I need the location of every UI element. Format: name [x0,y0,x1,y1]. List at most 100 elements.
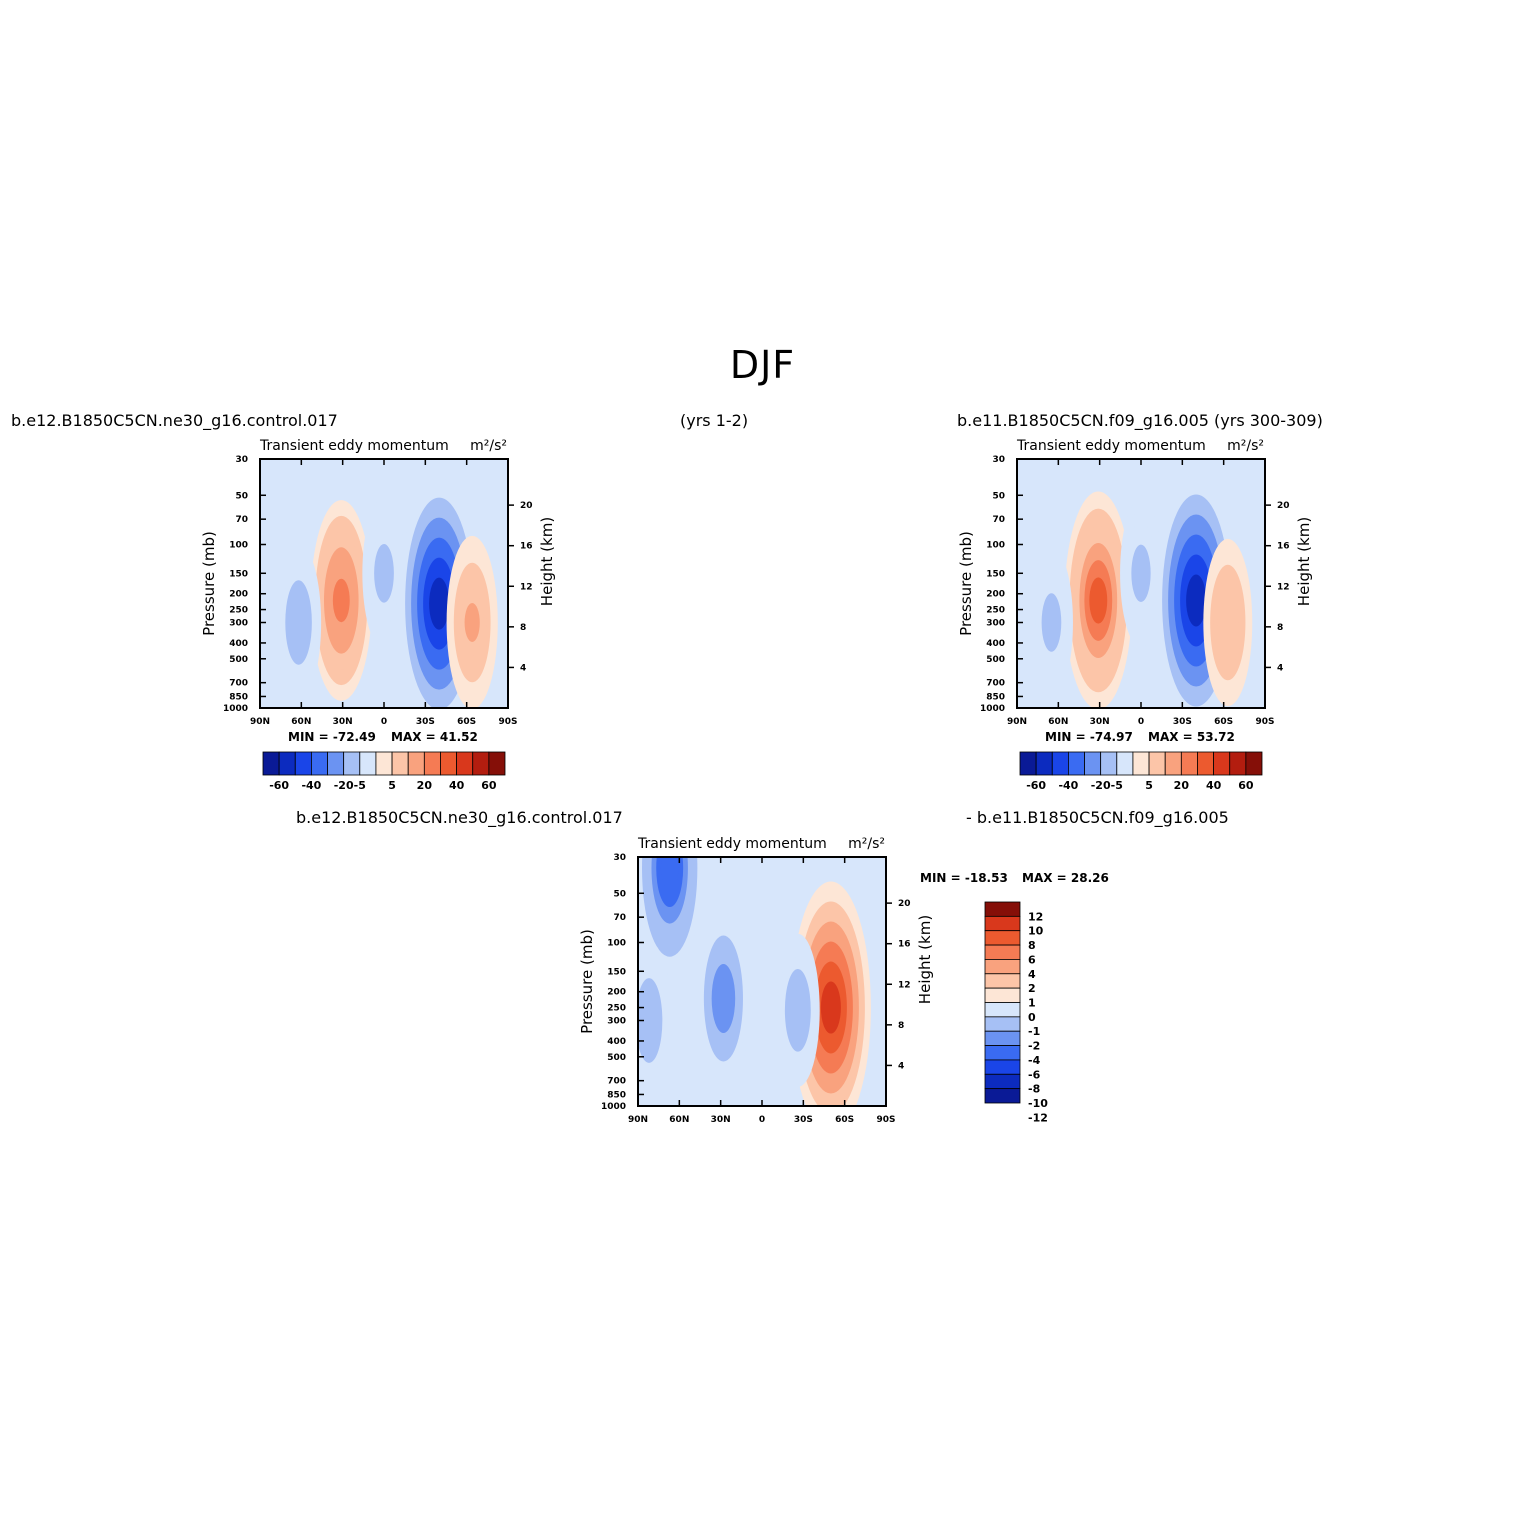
colorbar-label: 6 [1028,953,1036,966]
y2-tick-label: 8 [520,623,526,633]
x-tick-label: 0 [381,717,387,727]
y-tick-label: 300 [607,1017,626,1027]
y-tick-label: 150 [986,569,1005,579]
panel-units: m²/s² [470,438,507,454]
y-tick-label: 200 [229,590,248,600]
colorbar-label: 20 [1174,779,1190,792]
panel-units: m²/s² [1227,438,1264,454]
x-tick-label: 60N [669,1115,689,1125]
colorbar-label: 40 [449,779,465,792]
x-tick-label: 30S [794,1115,813,1125]
colorbar-label: 4 [1028,968,1036,981]
colorbar-box [456,751,474,776]
y-tick-label: 700 [607,1077,626,1087]
y-tick-label: 250 [986,606,1005,616]
colorbar-label: -8 [1028,1083,1040,1096]
colorbar: -60 -40 -20 -5 5 20 40 60 [262,751,506,792]
contour-shell [660,857,679,891]
colorbar-box [423,751,441,776]
x-tick-label: 90N [628,1115,648,1125]
colorbar-box [359,751,377,776]
y-axis-label: Pressure (mb) [957,531,975,636]
case2-label: b.e11.B1850C5CN.f09_g16.005 (yrs 300-309… [957,411,1323,430]
figure-title: DJF [729,343,796,387]
x-tick-label: 90S [876,1115,895,1125]
y2-tick-label: 8 [1277,623,1283,633]
x-tick-label: 60N [1048,717,1068,727]
colorbar-label: 2 [1028,982,1036,995]
colorbar-box [1019,751,1037,776]
contour-shell [820,981,841,1034]
y2-tick-label: 12 [520,582,533,592]
colorbar-label: 0 [1028,1011,1036,1024]
colorbar-label: -1 [1028,1025,1040,1038]
y-tick-label: 500 [229,655,248,665]
contour-field [638,857,871,1106]
y2-tick-label: 16 [898,940,911,950]
colorbar-box [294,751,312,776]
contour-shell [1134,555,1148,591]
y-tick-label: 400 [607,1037,626,1047]
y-tick-label: 200 [607,988,626,998]
y2-axis-label: Height (km) [1295,517,1313,606]
y2-axis-label: Height (km) [538,517,556,606]
y-tick-label: 150 [229,569,248,579]
colorbar-label: -20 [334,779,354,792]
colorbar-box [1051,751,1069,776]
y-tick-label: 30 [613,853,626,863]
colorbar: -60 -40 -20 -5 5 20 40 60 [1019,751,1263,792]
y-tick-label: 250 [229,606,248,616]
colorbar-box [984,1002,1021,1018]
y-tick-label: 500 [607,1053,626,1063]
x-tick-label: 60S [1214,717,1233,727]
colorbar-label: -6 [1028,1068,1041,1081]
y-axis-label: Pressure (mb) [578,929,596,1034]
x-tick-label: 60N [291,717,311,727]
contour-field [1029,474,1253,708]
colorbar-label: 60 [1238,779,1254,792]
colorbar-box [1116,751,1134,776]
colorbar-label: -40 [1058,779,1078,792]
x-tick-label: 30S [416,717,435,727]
x-tick-label: 30S [1173,717,1192,727]
colorbar-box [327,751,345,776]
colorbar-box [984,1016,1021,1032]
y-tick-label: 300 [229,619,248,629]
colorbar-label: 1 [1028,997,1036,1010]
colorbar-box [984,1088,1021,1104]
colorbar-box [1035,751,1053,776]
x-tick-label: 60S [457,717,476,727]
y-tick-label: 50 [235,491,248,501]
colorbar-box [278,751,296,776]
panel-title: Transient eddy momentum [259,438,449,454]
y2-tick-label: 16 [1277,542,1290,552]
x-tick-label: 60S [835,1115,854,1125]
colorbar-box [1084,751,1102,776]
colorbar-label: 5 [1145,779,1153,792]
contour-shell [641,1002,657,1039]
colorbar-box [984,901,1021,917]
colorbar-box [375,751,393,776]
y-tick-label: 100 [986,540,1005,550]
contour-shell [377,555,391,591]
y-tick-label: 500 [986,655,1005,665]
colorbar-box [984,1073,1021,1090]
colorbar-label: 5 [388,779,396,792]
y-tick-label: 70 [235,515,248,525]
colorbar-box [984,915,1021,932]
colorbar-label: -4 [1028,1054,1041,1067]
colorbar-label: -60 [1026,779,1046,792]
colorbar-box [262,751,280,776]
y2-tick-label: 16 [520,542,533,552]
colorbar-box [1148,751,1166,776]
colorbar-label: -40 [301,779,321,792]
y-tick-label: 30 [235,455,248,465]
colorbar-box [343,751,361,776]
y-tick-label: 100 [607,938,626,948]
colorbar-label: 60 [481,779,497,792]
y2-tick-label: 4 [898,1061,904,1071]
y-tick-label: 850 [229,692,248,702]
contour-shell [332,578,350,623]
y2-tick-label: 8 [898,1021,904,1031]
